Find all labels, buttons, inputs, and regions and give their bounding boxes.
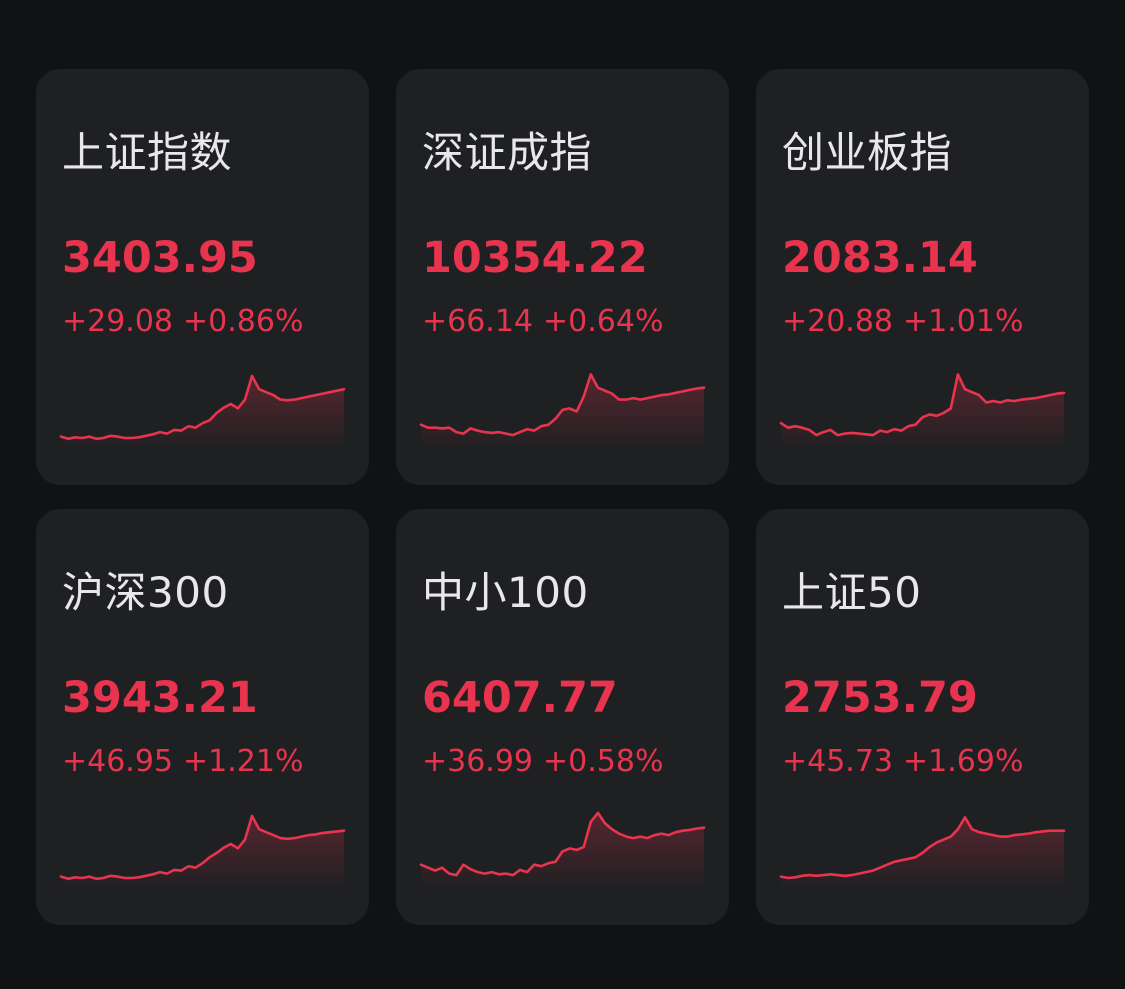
index-price: 3943.21 (62, 673, 258, 723)
index-change: +20.88 +1.01% (782, 301, 1023, 343)
index-name: 深证成指 (422, 128, 593, 177)
index-change: +36.99 +0.58% (422, 741, 663, 783)
index-change: +66.14 +0.64% (422, 301, 663, 343)
index-change-percent: +0.64% (543, 304, 664, 339)
sparkline-line (419, 373, 706, 437)
index-card-sse-composite[interactable]: 上证指数 3403.95 +29.08 +0.86% (36, 69, 369, 485)
index-change-value: +29.08 (62, 304, 174, 339)
sparkline-line (59, 814, 346, 881)
index-change-value: +46.95 (62, 744, 174, 779)
sparkline-line (59, 374, 346, 441)
index-name: 中小100 (422, 568, 589, 617)
index-price: 2753.79 (782, 673, 978, 723)
index-change-value: +66.14 (422, 304, 534, 339)
index-change: +29.08 +0.86% (62, 301, 303, 343)
sparkline-area (781, 817, 1064, 885)
index-price: 10354.22 (422, 233, 648, 283)
sparkline-line (779, 816, 1066, 880)
index-sparkline (419, 811, 706, 885)
sparkline-area (421, 374, 704, 445)
index-card-sme100[interactable]: 中小100 6407.77 +36.99 +0.58% (396, 509, 729, 925)
index-change-percent: +1.69% (903, 744, 1024, 779)
index-card-szse-component[interactable]: 深证成指 10354.22 +66.14 +0.64% (396, 69, 729, 485)
index-sparkline (59, 374, 346, 445)
index-card-chinext[interactable]: 创业板指 2083.14 +20.88 +1.01% (756, 69, 1089, 485)
index-price: 3403.95 (62, 233, 258, 283)
index-change-value: +45.73 (782, 744, 894, 779)
sparkline-area (61, 375, 344, 445)
sparkline-line (419, 811, 706, 877)
index-sparkline (779, 373, 1066, 445)
index-change-percent: +0.86% (183, 304, 304, 339)
index-price: 2083.14 (782, 233, 978, 283)
index-change: +45.73 +1.69% (782, 741, 1023, 783)
sparkline-area (421, 812, 704, 885)
index-name: 创业板指 (782, 128, 953, 177)
index-sparkline (419, 373, 706, 445)
index-name: 上证50 (782, 568, 922, 617)
sparkline-area (61, 815, 344, 885)
sparkline-line (779, 373, 1066, 437)
index-name: 沪深300 (62, 568, 229, 617)
index-change-value: +36.99 (422, 744, 534, 779)
index-name: 上证指数 (62, 128, 233, 177)
index-change-percent: +1.01% (903, 304, 1024, 339)
index-sparkline (779, 816, 1066, 885)
index-change: +46.95 +1.21% (62, 741, 303, 783)
index-sparkline (59, 814, 346, 885)
index-card-grid: 上证指数 3403.95 +29.08 +0.86% 深证成指 10354.22 … (36, 69, 1089, 925)
index-card-sse50[interactable]: 上证50 2753.79 +45.73 +1.69% (756, 509, 1089, 925)
index-change-percent: +0.58% (543, 744, 664, 779)
index-change-value: +20.88 (782, 304, 894, 339)
sparkline-area (781, 374, 1064, 445)
index-change-percent: +1.21% (183, 744, 304, 779)
index-card-csi300[interactable]: 沪深300 3943.21 +46.95 +1.21% (36, 509, 369, 925)
index-price: 6407.77 (422, 673, 618, 723)
